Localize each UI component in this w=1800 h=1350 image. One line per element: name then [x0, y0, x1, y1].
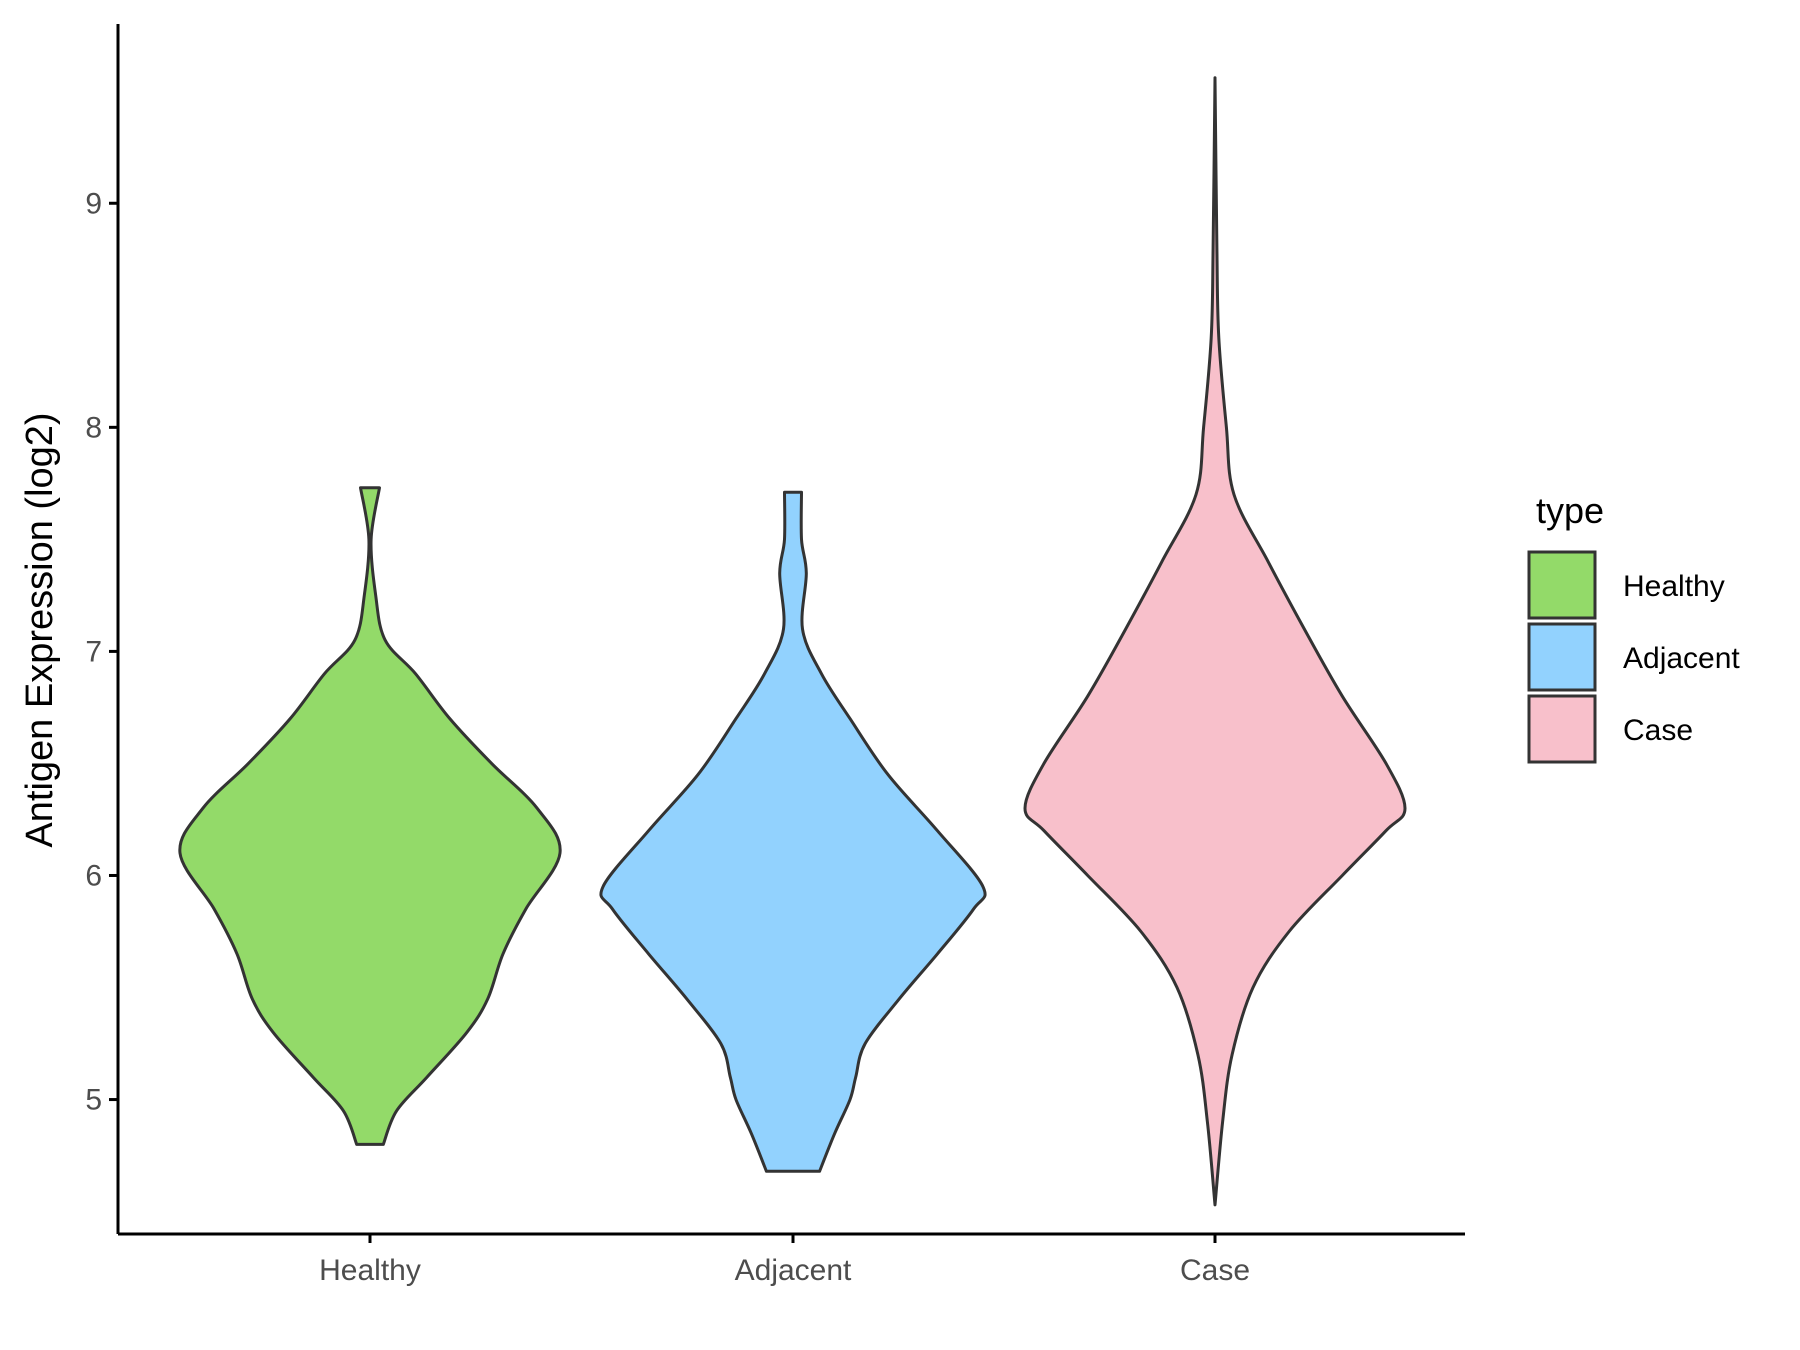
legend-label-case: Case	[1623, 714, 1693, 747]
y-tick-label: 6	[85, 859, 102, 892]
violin-healthy	[178, 486, 562, 1146]
legend-title: type	[1536, 490, 1604, 531]
legend-key-adjacent	[1527, 622, 1597, 692]
violin-case	[1023, 76, 1407, 1207]
legend: type Healthy Adjacent Case	[1527, 490, 1740, 764]
violins-group	[178, 76, 1407, 1207]
legend-key-healthy	[1527, 550, 1597, 620]
x-tick-label: Adjacent	[735, 1254, 852, 1287]
y-ticks-group: 5 6 7 8 9	[85, 187, 118, 1117]
x-tick-label: Healthy	[319, 1254, 421, 1287]
legend-label-healthy: Healthy	[1623, 570, 1725, 603]
y-axis-title: Antigen Expression (log2)	[19, 412, 61, 847]
legend-key-case	[1527, 694, 1597, 764]
violin-adjacent	[599, 490, 987, 1173]
legend-label-adjacent: Adjacent	[1623, 642, 1740, 675]
y-tick-label: 8	[85, 411, 102, 444]
legend-entries: Healthy Adjacent Case	[1527, 550, 1740, 764]
y-tick-label: 9	[85, 187, 102, 220]
y-tick-label: 5	[85, 1084, 102, 1117]
x-tick-label: Case	[1180, 1254, 1250, 1287]
x-ticks-group: Healthy Adjacent Case	[319, 1234, 1250, 1287]
y-tick-label: 7	[85, 635, 102, 668]
